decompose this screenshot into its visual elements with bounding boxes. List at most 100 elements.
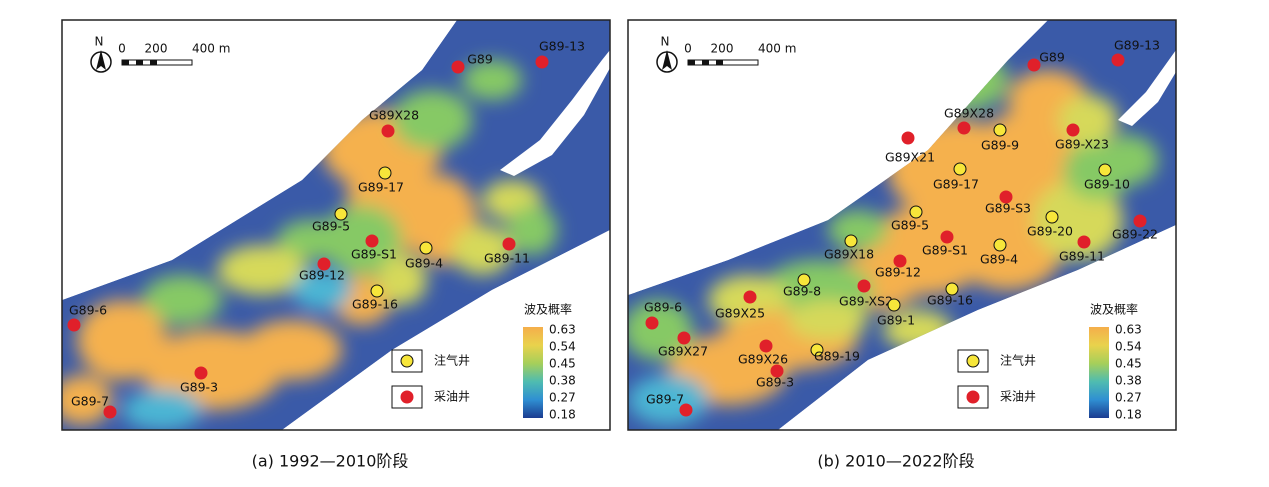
- sweep-patch: [452, 225, 512, 275]
- injection-well: [844, 234, 858, 248]
- legend-injection-label: 注气井: [1000, 353, 1036, 368]
- well-label: G89-3: [180, 380, 218, 395]
- well-label: G89X26: [738, 352, 788, 367]
- sweep-patch: [242, 320, 342, 380]
- production-well: [103, 405, 117, 419]
- sweep-patch: [122, 390, 202, 430]
- injection-well: [993, 238, 1007, 252]
- sweep-patch: [828, 210, 888, 250]
- colorbar-tick-label: 0.63: [1115, 323, 1142, 337]
- production-well: [645, 316, 659, 330]
- caption: (a) 1992—2010阶段: [252, 452, 409, 471]
- well-label: G89-11: [484, 251, 530, 266]
- production-well: [679, 403, 693, 417]
- colorbar-tick-label: 0.63: [549, 323, 576, 337]
- north-label: N: [95, 35, 104, 49]
- well-label: G89X25: [715, 306, 765, 321]
- scale-label: 400 m: [192, 42, 230, 56]
- well-label: G89-S3: [985, 201, 1031, 216]
- sweep-patch: [1098, 135, 1158, 185]
- production-well: [770, 364, 784, 378]
- injection-well: [370, 284, 384, 298]
- sweep-patch: [277, 220, 347, 260]
- production-well: [451, 60, 465, 74]
- production-well: [1111, 53, 1125, 67]
- legend-injection-label: 注气井: [434, 353, 470, 368]
- sweep-patch: [788, 300, 868, 340]
- well-label: G89-5: [312, 219, 350, 234]
- legend-production-marker: [400, 390, 414, 404]
- well-label: G89-16: [927, 293, 973, 308]
- colorbar-tick-label: 0.38: [1115, 374, 1142, 388]
- well-label: G89-19: [814, 349, 860, 364]
- sweep-patch: [628, 300, 693, 360]
- legend-production-label: 采油井: [1000, 390, 1036, 404]
- sweep-patch: [1033, 180, 1123, 260]
- well-label: G89-X23: [1055, 137, 1109, 152]
- scale-label: 200: [145, 42, 168, 56]
- well-label: G89-S1: [351, 247, 397, 262]
- well-label: G89-1: [877, 313, 915, 328]
- scale-segment: [136, 60, 143, 65]
- well-label: G89-7: [71, 394, 109, 409]
- production-well: [1133, 214, 1147, 228]
- well-label: G89X28: [944, 106, 994, 121]
- injection-well: [1098, 163, 1112, 177]
- colorbar-tick-label: 0.27: [1115, 391, 1142, 405]
- scale-label: 0: [684, 42, 692, 56]
- well-label: G89-S1: [922, 243, 968, 258]
- production-well: [957, 121, 971, 135]
- production-well: [1077, 235, 1091, 249]
- production-well: [759, 339, 773, 353]
- legend-injection-marker: [400, 354, 414, 368]
- production-well: [999, 190, 1013, 204]
- well-label: G89-20: [1027, 224, 1073, 239]
- colorbar-tick-label: 0.54: [549, 340, 576, 354]
- well-label: G89-7: [646, 392, 684, 407]
- sweep-map: [62, 20, 610, 430]
- well-label: G89-8: [783, 284, 821, 299]
- well-label: G89-10: [1084, 177, 1130, 192]
- sweep-patch: [142, 275, 222, 325]
- production-well: [535, 55, 549, 69]
- well-label: G89X21: [885, 150, 935, 165]
- scale-segment: [702, 60, 709, 65]
- well-label: G89X27: [658, 344, 708, 359]
- injection-well: [1045, 210, 1059, 224]
- well-label: G89-12: [875, 265, 921, 280]
- production-well: [365, 234, 379, 248]
- production-well: [743, 290, 757, 304]
- well-label: G89-13: [539, 39, 585, 54]
- production-well: [940, 230, 954, 244]
- well-label: G89-17: [933, 177, 979, 192]
- injection-well: [810, 343, 824, 357]
- injection-well: [334, 207, 348, 221]
- well-label: G89-6: [644, 300, 682, 315]
- sweep-patch: [377, 255, 427, 305]
- injection-well: [953, 162, 967, 176]
- sweep-patch: [322, 205, 402, 275]
- well-label: G89-XS2: [839, 294, 893, 309]
- production-well: [67, 318, 81, 332]
- scale-label: 400 m: [758, 42, 796, 56]
- panel-border: [61, 19, 611, 431]
- colorbar-title: 波及概率: [524, 302, 572, 317]
- well-label: G89-16: [352, 297, 398, 312]
- sweep-patch: [392, 90, 472, 150]
- sweep-patch: [62, 375, 112, 425]
- colorbar-tick-label: 0.38: [549, 374, 576, 388]
- production-well: [381, 124, 395, 138]
- scale-segment: [122, 60, 129, 65]
- sweep-patch: [507, 205, 557, 255]
- colorbar-tick-label: 0.54: [1115, 340, 1142, 354]
- production-well: [857, 279, 871, 293]
- well-label: G89-17: [358, 180, 404, 195]
- north-arrow: [662, 50, 672, 70]
- scale-segment: [688, 60, 695, 65]
- scale-segment: [716, 60, 723, 65]
- legend-production-marker: [966, 390, 980, 404]
- injection-well: [378, 166, 392, 180]
- production-well: [677, 331, 691, 345]
